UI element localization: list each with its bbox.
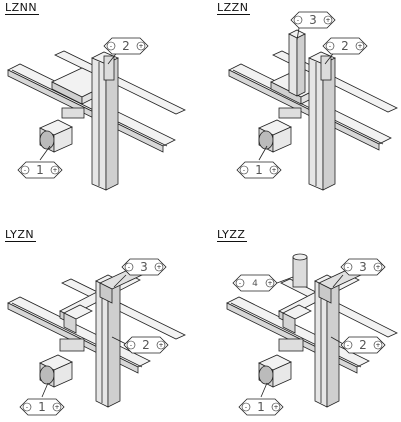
svg-text:-: -: [347, 342, 349, 349]
lznn-axis-assembly-drawing: - + 2 - + 1: [7, 37, 186, 191]
callout-4: - + 4: [232, 274, 294, 292]
callout-3: - + 3: [332, 258, 386, 288]
callout-2: - + 2: [103, 37, 149, 65]
callout-1: - + 1: [19, 382, 65, 416]
panel-title: LZZN: [217, 1, 251, 15]
panel-title: LYZN: [5, 228, 37, 242]
svg-text:+: +: [271, 167, 276, 174]
callout-2: - + 2: [322, 37, 368, 65]
svg-text:+: +: [375, 264, 380, 271]
callout-3: - + 3: [113, 258, 167, 288]
lyzn-axis-assembly-drawing: - + 3 - + 2 - + 1: [7, 258, 186, 416]
svg-text:+: +: [273, 404, 278, 411]
panel-title: LYZZ: [217, 228, 248, 242]
svg-text:+: +: [325, 17, 330, 24]
svg-text:-: -: [239, 280, 241, 287]
callout-1: - + 1: [17, 145, 63, 179]
svg-text:-: -: [130, 342, 132, 349]
svg-text:3: 3: [359, 260, 367, 274]
callout-2: - + 2: [330, 336, 386, 354]
svg-text:-: -: [347, 264, 349, 271]
svg-text:2: 2: [122, 39, 130, 53]
svg-text:1: 1: [38, 400, 46, 414]
svg-text:+: +: [54, 404, 59, 411]
svg-text:+: +: [158, 342, 163, 349]
svg-text:1: 1: [36, 163, 44, 177]
lzzn-axis-assembly-drawing: - + 3 - + 2 - + 1: [228, 11, 398, 191]
svg-text:2: 2: [142, 338, 150, 352]
svg-text:4: 4: [252, 279, 258, 289]
svg-text:-: -: [128, 264, 130, 271]
svg-text:1: 1: [255, 163, 263, 177]
svg-text:+: +: [267, 280, 272, 287]
callout-3: - + 3: [290, 11, 336, 41]
svg-text:+: +: [375, 342, 380, 349]
panel-lzzn: LZZN: [201, 0, 401, 211]
svg-text:-: -: [329, 43, 331, 50]
svg-text:+: +: [138, 43, 143, 50]
svg-text:+: +: [357, 43, 362, 50]
svg-text:-: -: [26, 404, 28, 411]
svg-text:-: -: [110, 43, 112, 50]
svg-text:+: +: [156, 264, 161, 271]
svg-text:-: -: [297, 17, 299, 24]
svg-text:+: +: [52, 167, 57, 174]
panel-lznn: LZNN: [0, 0, 200, 211]
panel-lyzn: LYZN: [0, 211, 200, 422]
svg-text:-: -: [24, 167, 26, 174]
svg-text:3: 3: [140, 260, 148, 274]
svg-text:2: 2: [341, 39, 349, 53]
svg-text:1: 1: [257, 400, 265, 414]
panel-lyzz: LYZZ: [201, 211, 401, 422]
svg-text:-: -: [243, 167, 245, 174]
svg-text:2: 2: [359, 338, 367, 352]
callout-1: - + 1: [236, 145, 282, 179]
panel-title: LZNN: [5, 1, 40, 15]
svg-text:3: 3: [309, 13, 317, 27]
callout-2: - + 2: [111, 336, 169, 354]
lyzz-axis-assembly-drawing: - + 4 - + 3 - + 2 - +: [226, 253, 398, 416]
callout-1: - + 1: [238, 382, 284, 416]
svg-text:-: -: [245, 404, 247, 411]
